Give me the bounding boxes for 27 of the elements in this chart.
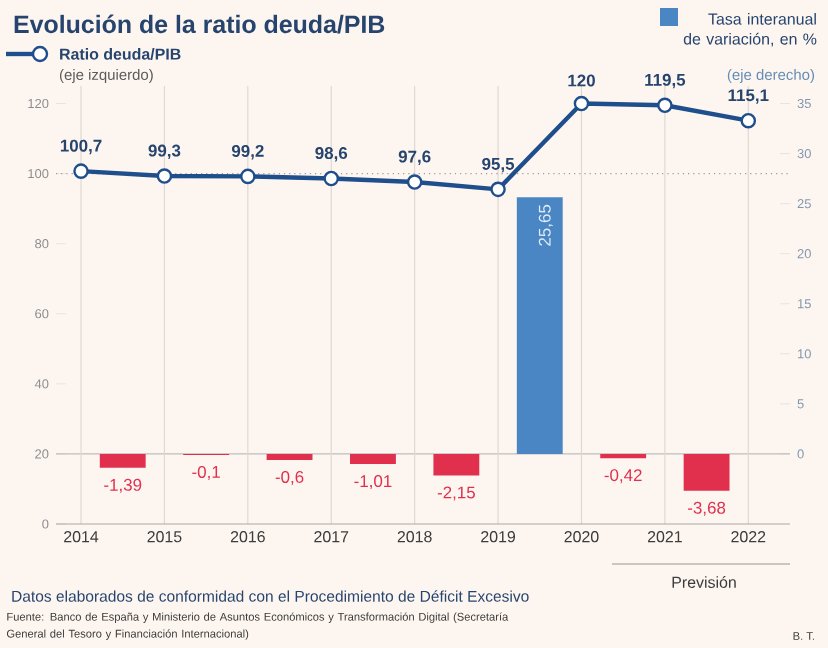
point: [490, 181, 506, 198]
data-label: 95,5: [482, 157, 515, 173]
data-label: -0,6: [275, 470, 304, 485]
point: [73, 163, 89, 179]
data-label: 99,2: [231, 144, 264, 160]
point: [406, 174, 423, 190]
chart-title: Evolución de la ratio deuda/PIB: [14, 14, 385, 34]
data-label: -3,68: [688, 501, 726, 516]
point: [240, 168, 256, 185]
data-label: -2,15: [437, 486, 475, 501]
data-label: 119,5: [645, 73, 686, 89]
data-label: 115,1: [728, 89, 769, 104]
data-label: -0,42: [604, 469, 642, 484]
data-label: 97,6: [398, 150, 431, 166]
data-label: 99,3: [148, 144, 181, 160]
point: [156, 168, 173, 184]
point: [573, 95, 590, 112]
point: [657, 97, 673, 114]
data-label: -1,01: [354, 475, 392, 490]
data-label: -1,39: [104, 478, 142, 493]
data-label: -0,1: [192, 465, 220, 480]
data-label: 120: [568, 74, 595, 87]
point: [740, 112, 757, 129]
data-label: 100,7: [60, 139, 102, 155]
point: [323, 170, 340, 187]
data-label: 25,65: [538, 204, 553, 246]
data-label: 98,6: [315, 147, 348, 162]
